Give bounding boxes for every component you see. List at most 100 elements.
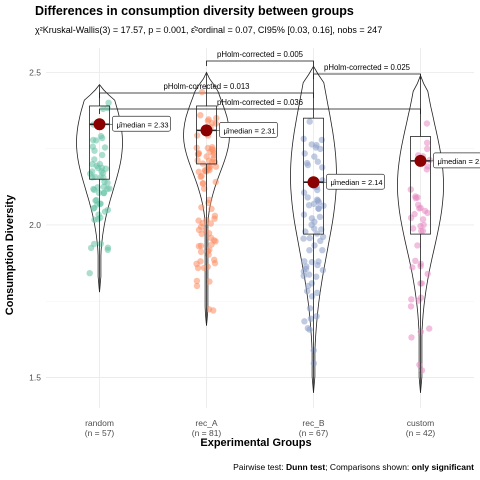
data-point [414,242,421,249]
groups: μ̂median = 2.33 μ̂median = 2.31 μ̂median =… [76,65,480,393]
x-tick-label: random [85,418,114,428]
data-point [206,246,213,253]
data-point [200,264,208,272]
data-point [424,163,431,170]
data-point [409,264,416,271]
data-point [198,88,206,96]
data-point [209,158,216,166]
violin-random [76,83,123,293]
data-point [197,112,204,119]
data-point [195,149,203,157]
data-point [300,235,307,242]
data-point [317,237,324,245]
data-point [317,145,324,153]
data-point [106,185,113,192]
comparison-line [99,108,421,114]
data-point [207,220,214,227]
data-point [304,325,312,332]
comparison-line [313,73,421,79]
data-point [318,136,325,144]
data-point [96,200,104,208]
y-tick-label: 2.5 [29,67,41,77]
median-label: μ̂median = 2.14 [331,178,383,187]
subtitle-n: nobs = 247 [337,25,382,35]
data-point [302,265,310,273]
y-axis-title: Consumption Diversity [4,194,16,315]
data-point [90,240,98,248]
data-point [300,272,307,280]
subtitle-effect: ε̂²ordinal = 0.07 [191,25,253,35]
data-point [193,282,201,290]
data-point [319,164,326,171]
x-tick-label: rec_A [195,418,218,428]
caption-test: Dunn test [286,462,325,472]
data-point [306,305,314,312]
data-point [417,222,424,230]
data-point [193,277,201,285]
data-point [306,271,313,278]
data-point [91,147,98,154]
data-point [195,243,203,250]
x-axis-title: Experimental Groups [200,437,311,449]
caption-prefix: Pairwise test: [233,462,286,472]
data-point [211,256,218,263]
data-point [91,216,98,223]
box-custom [410,136,431,235]
data-point [195,226,203,233]
median-marker [414,154,427,167]
data-point [301,318,308,325]
data-point [210,152,217,159]
data-point [305,202,313,209]
data-point [300,189,308,196]
data-point [304,287,311,295]
data-point [198,204,205,211]
data-point [407,303,415,310]
data-point [423,120,431,127]
data-point [93,162,100,169]
data-point [307,315,315,322]
data-point [206,196,213,203]
median-label-box [219,122,278,138]
data-point [424,209,431,217]
data-point [315,205,322,212]
data-point [95,189,103,196]
data-point [306,247,313,254]
violin-rec_A [183,71,230,326]
data-point [319,266,327,274]
data-point [197,248,205,255]
data-point [424,145,431,152]
data-point [409,225,417,232]
group-custom: μ̂median = 2.21 [397,74,480,393]
data-point [311,153,318,160]
data-point [204,144,212,152]
subtitle-ci: CI95% [0.03, 0.16] [258,25,333,35]
x-tick-count: (n = 42) [406,428,436,438]
caption-shown: only significant [412,462,475,472]
data-point [303,159,311,167]
data-point [98,168,105,175]
comparison-brackets: pHolm-corrected = 0.005 pHolm-corrected =… [99,50,421,114]
data-point [319,247,326,254]
data-point [201,185,208,192]
comparison-bracket: pHolm-corrected = 0.025 [313,63,421,79]
comparison-bracket: pHolm-corrected = 0.005 [206,50,314,66]
data-point [314,289,321,296]
data-point [205,116,212,123]
data-point [104,244,112,251]
data-point [202,227,209,234]
median-label: μ̂median = 2.33 [117,120,169,129]
subtitle-p: p = 0.001 [148,25,186,35]
data-point [306,234,313,242]
data-point [419,227,427,235]
data-point [301,150,308,157]
data-point [313,273,320,280]
data-point [203,153,210,160]
caption-middle: ; Comparisons shown: [325,462,411,472]
data-point [99,151,106,159]
data-point [95,211,102,218]
data-point [416,205,423,212]
data-point [308,258,316,266]
data-point [418,280,425,287]
box-random [89,105,110,180]
data-point [308,215,316,222]
